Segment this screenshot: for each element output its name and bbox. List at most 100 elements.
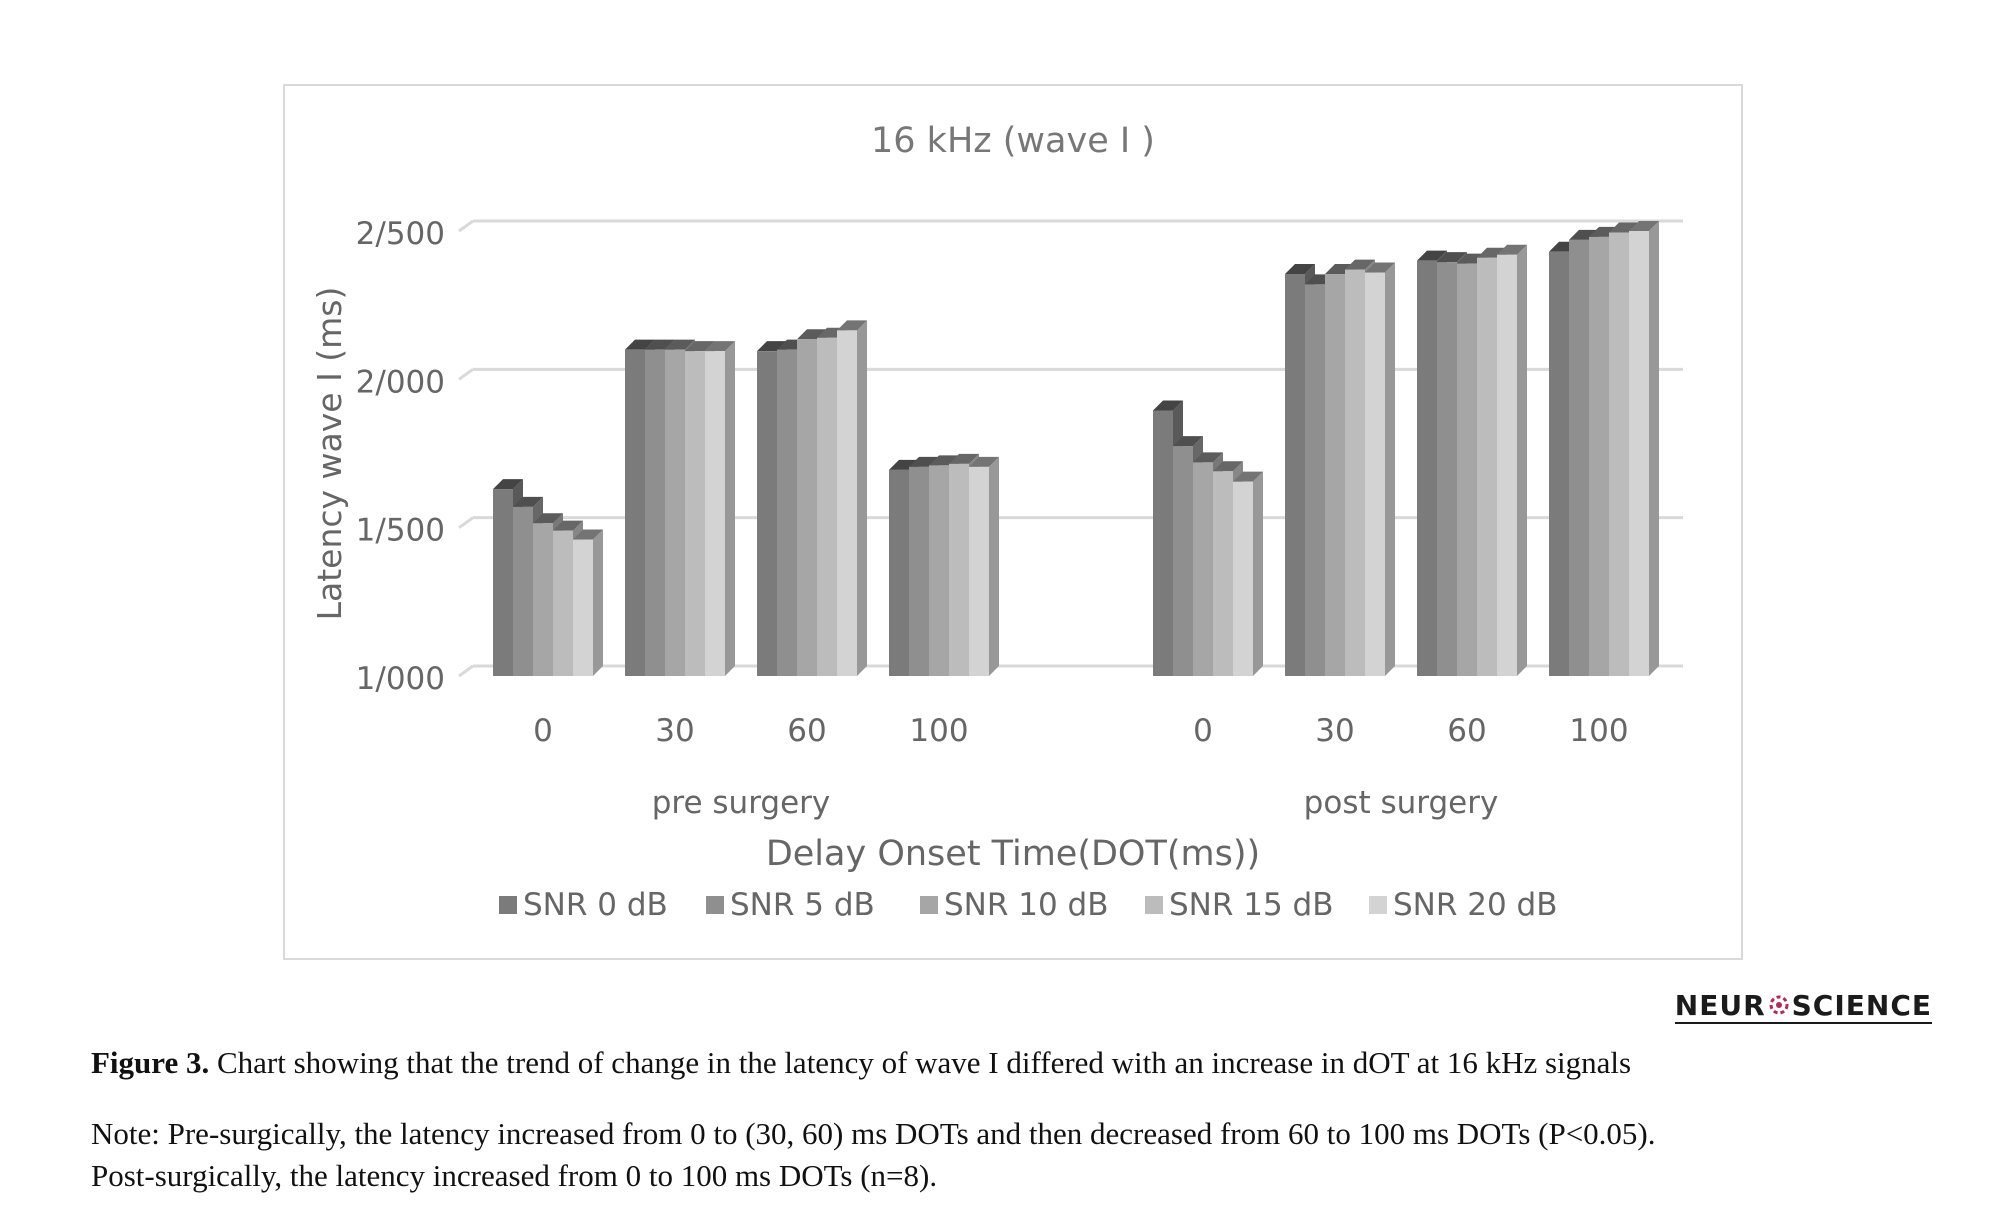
bar-top <box>1233 471 1263 482</box>
bar <box>1609 232 1629 676</box>
legend-label: SNR 15 dB <box>1169 887 1334 923</box>
x-tick-label: 30 <box>1315 713 1354 749</box>
bar <box>705 351 725 676</box>
figure-note: Note: Pre-surgically, the latency increa… <box>91 1113 1951 1197</box>
y-tick-label: 2/500 <box>356 216 445 252</box>
bar-top <box>949 453 979 464</box>
figure-caption-text: Chart showing that the trend of change i… <box>209 1045 1632 1080</box>
logo-molecule-icon <box>1769 995 1789 1015</box>
bar <box>889 469 909 676</box>
bar-side <box>1649 221 1659 676</box>
x-axis-label: Delay Onset Time(DOT(ms)) <box>766 834 1260 874</box>
bar-top <box>513 496 543 507</box>
bar-top <box>705 341 735 352</box>
legend-swatch <box>1145 896 1163 914</box>
bar <box>929 465 949 676</box>
bar-top <box>1285 264 1315 275</box>
bar <box>1345 269 1365 676</box>
bar-top <box>493 479 523 490</box>
legend-swatch <box>499 896 517 914</box>
x-tick-label: 0 <box>533 713 553 749</box>
bar-side <box>989 456 999 676</box>
gridline-side <box>458 368 474 381</box>
bar <box>1477 257 1497 676</box>
legend-label: SNR 10 dB <box>944 887 1109 923</box>
gridline-side <box>458 664 474 678</box>
bar <box>909 466 929 676</box>
bar-top <box>1173 436 1203 447</box>
legend-swatch <box>1369 896 1387 914</box>
bar <box>1153 410 1173 676</box>
logo-text-left: NEUR <box>1674 988 1766 1022</box>
bar-side <box>1517 244 1527 676</box>
bar <box>1589 236 1609 676</box>
gridline-side <box>458 516 474 529</box>
bar <box>969 466 989 676</box>
y-tick-label: 2/000 <box>356 364 445 400</box>
x-tick-label: 100 <box>1569 713 1628 749</box>
bar <box>1497 254 1517 676</box>
bar <box>1233 481 1253 676</box>
figure-caption: Figure 3. Chart showing that the trend o… <box>91 1043 1931 1083</box>
bar-side <box>1385 262 1395 676</box>
bar-top <box>645 339 675 350</box>
x-tick-label: 100 <box>909 713 968 749</box>
bar <box>1569 239 1589 676</box>
bar-top <box>553 520 583 531</box>
bar <box>1437 262 1457 676</box>
bar-side <box>857 320 867 676</box>
bar <box>797 339 817 676</box>
figure-label: Figure 3. <box>91 1045 210 1080</box>
bar-top <box>573 529 603 540</box>
bar-top <box>1417 250 1447 261</box>
legend-label: SNR 20 dB <box>1393 887 1558 923</box>
bar <box>817 337 837 676</box>
bar <box>1457 263 1477 676</box>
bar-side <box>725 341 735 676</box>
bar <box>1417 260 1437 676</box>
legend-label: SNR 0 dB <box>523 887 668 923</box>
legend-swatch <box>920 896 938 914</box>
bar <box>645 349 665 676</box>
chart-title: 16 kHz (wave I ) <box>871 121 1155 161</box>
bar-top <box>1497 244 1527 255</box>
bar-side <box>593 529 603 676</box>
bar <box>1193 462 1213 676</box>
bar-top <box>1477 247 1507 258</box>
bar-side <box>1253 471 1263 676</box>
chart-frame: 16 kHz (wave I ) 1/000 1/500 2/000 2/500 Late… <box>283 84 1743 960</box>
x-tick-label: 0 <box>1193 713 1213 749</box>
bar <box>533 523 553 676</box>
x-tick-label: 30 <box>655 713 694 749</box>
bar <box>837 330 857 676</box>
note-line-2: Post-surgically, the latency increased f… <box>91 1158 938 1193</box>
x-group-label: pre surgery <box>652 785 831 821</box>
bar <box>573 539 593 676</box>
bar-top <box>1153 400 1183 411</box>
bar <box>625 349 645 676</box>
bar-top <box>1213 461 1243 472</box>
legend-swatch <box>706 896 724 914</box>
bar <box>553 530 573 676</box>
bar-top <box>1193 452 1223 463</box>
bar <box>1213 471 1233 676</box>
bar <box>493 489 513 676</box>
bar-top <box>625 339 655 350</box>
x-group-label: post surgery <box>1304 785 1499 821</box>
bar <box>1285 274 1305 676</box>
neuroscience-logo: NEUR SCIENCE <box>1674 988 1932 1024</box>
x-tick-label: 60 <box>787 713 826 749</box>
legend-label: SNR 5 dB <box>730 887 875 923</box>
y-tick-label: 1/000 <box>356 661 445 697</box>
gridline-side <box>458 219 474 233</box>
bar <box>685 351 705 676</box>
bar-top <box>665 339 695 350</box>
bar <box>1173 446 1193 676</box>
bar <box>1305 284 1325 676</box>
y-tick-label: 1/500 <box>356 513 445 549</box>
bar-top <box>969 456 999 467</box>
bar-top <box>1437 252 1467 263</box>
bar <box>1629 231 1649 676</box>
bar <box>777 349 797 676</box>
bar <box>665 349 685 676</box>
